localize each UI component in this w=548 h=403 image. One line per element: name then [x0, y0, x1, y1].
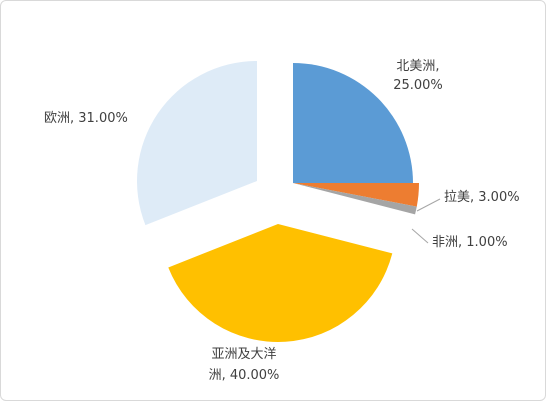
slice-label-line: 拉美, 3.00% — [444, 190, 520, 205]
pie-slice-3 — [293, 183, 417, 215]
slice-label-line: 亚洲及大洋 — [211, 347, 276, 362]
pie-slice-5 — [137, 61, 257, 226]
slice-label-1: 北美洲, 25.00% — [393, 59, 443, 93]
slice-label-line: 洲, 40.00% — [209, 368, 280, 383]
slice-label-3: 非洲, 1.00% — [432, 235, 508, 250]
slice-label-line: 北美洲, — [396, 59, 439, 74]
slice-label-line: 非洲, 1.00% — [432, 235, 508, 250]
slice-label-line: 25.00% — [393, 78, 443, 93]
pie-slice-4 — [168, 224, 393, 342]
slice-label-5: 欧洲, 31.00% — [44, 111, 128, 126]
slice-label-2: 拉美, 3.00% — [444, 190, 520, 205]
pie-slice-1 — [293, 63, 413, 183]
leader-line-3 — [411, 228, 429, 244]
slice-label-line: 欧洲, 31.00% — [44, 111, 128, 126]
leader-line-2 — [416, 198, 441, 212]
pie-slice-2 — [293, 183, 419, 207]
slice-label-4: 亚洲及大洋洲, 40.00% — [209, 347, 280, 383]
